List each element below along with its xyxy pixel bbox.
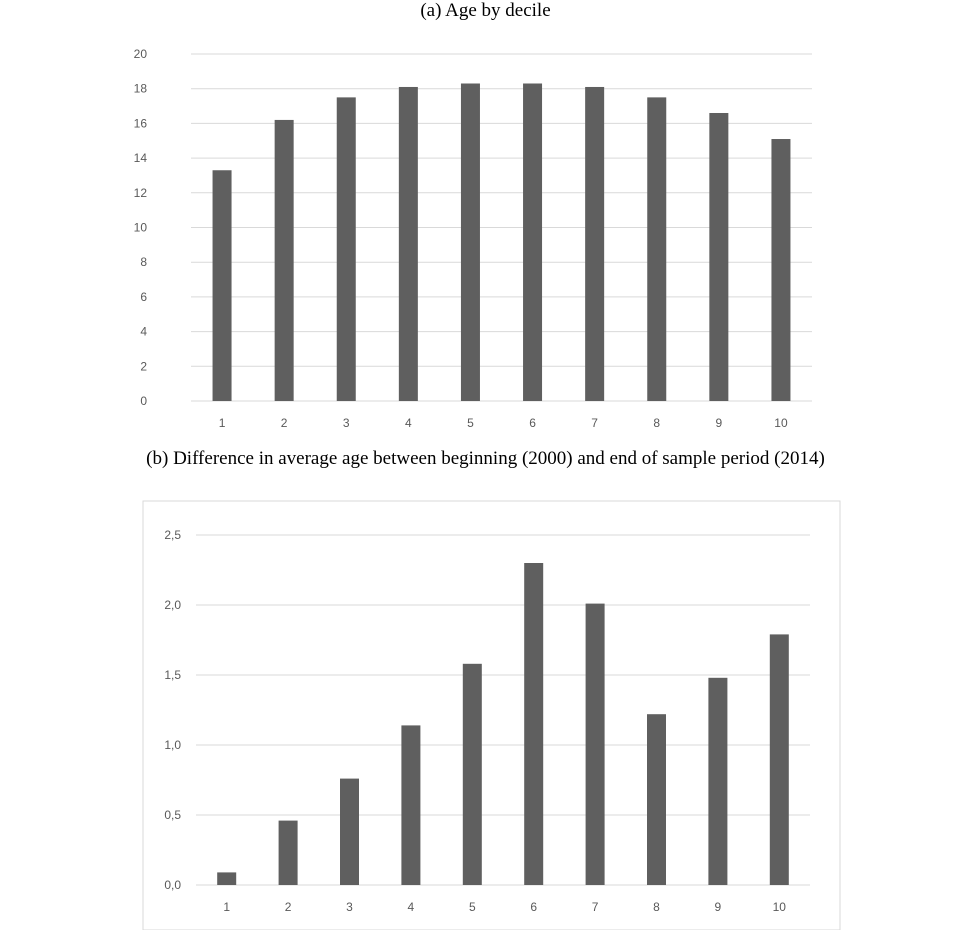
chart-b-bar [278,820,298,885]
chart-b-bar [708,677,728,885]
chart-b-xtick-label: 2 [285,900,292,914]
chart-b-ytick-label: 1,0 [164,738,181,752]
chart-a-bar [709,112,729,402]
chart-a-bar [771,139,791,401]
chart-a-ytick-label: 14 [134,151,148,165]
chart-a-ytick-label: 10 [134,221,148,235]
chart-b-ytick-label: 2,5 [164,528,181,542]
chart-b-border [142,500,841,930]
chart-a-ytick-label: 16 [134,116,148,130]
chart-a-bar [585,86,605,401]
chart-a-ytick-label: 0 [140,394,147,408]
chart-b-bar [647,714,666,885]
chart-b: 0,0 0,5 1,0 1,5 2,0 2,5 1 2 3 4 5 6 7 8 9 10 [142,500,841,930]
chart-a-ytick-label: 12 [134,186,148,200]
chart-b-bar [769,634,789,885]
chart-a-bar [647,97,667,401]
chart-b-xtick-label: 3 [346,900,353,914]
chart-a-xtick-label: 9 [716,416,723,430]
chart-a-ytick-label: 6 [140,290,147,304]
chart-a-xtick-label: 3 [343,416,350,430]
chart-a-xtick-label: 5 [467,416,474,430]
chart-a-ytick-label: 2 [140,359,147,373]
chart-a-bar [274,119,294,402]
chart-a-title: (a) Age by decile [420,0,551,21]
chart-b-bar [401,725,421,885]
chart-b-xtick-label: 10 [773,900,787,914]
chart-b-bar [585,603,605,885]
chart-b-xtick-label: 7 [592,900,599,914]
chart-b-ytick-label: 0,0 [164,878,181,892]
chart-a-xtick-label: 8 [653,416,660,430]
chart-a-bar [212,170,232,401]
chart-a-bar [460,83,480,402]
chart-b-bar [462,663,482,885]
chart-a-ytick-label: 4 [140,325,147,339]
chart-a-bar [523,83,543,402]
chart-b-xtick-label: 4 [408,900,415,914]
chart-b-ytick-label: 2,0 [164,598,181,612]
chart-a-xtick-label: 1 [219,416,226,430]
chart-b-ytick-label: 0,5 [164,808,181,822]
chart-a-xtick-label: 6 [529,416,536,430]
chart-a-xtick-label: 2 [281,416,288,430]
chart-a-xtick-label: 4 [405,416,412,430]
chart-a-ytick-label: 20 [134,47,148,61]
chart-b-ytick-label: 1,5 [164,668,181,682]
chart-b-xtick-label: 5 [469,900,476,914]
chart-a-ytick-label: 18 [134,82,148,96]
chart-b-xtick-label: 6 [530,900,537,914]
chart-a-bar [336,97,356,401]
chart-b-bar [340,778,359,885]
chart-b-bar [217,872,237,885]
chart-b-xtick-label: 8 [653,900,660,914]
chart-b-xtick-label: 9 [715,900,722,914]
chart-a-ytick-label: 8 [140,255,147,269]
chart-b-xtick-label: 1 [223,900,230,914]
chart-b-title: (b) Difference in average age between be… [146,448,825,469]
chart-a-bar [398,86,418,401]
chart-a-xtick-label: 7 [591,416,598,430]
chart-a-xtick-label: 10 [774,416,788,430]
chart-b-bar [524,563,544,885]
